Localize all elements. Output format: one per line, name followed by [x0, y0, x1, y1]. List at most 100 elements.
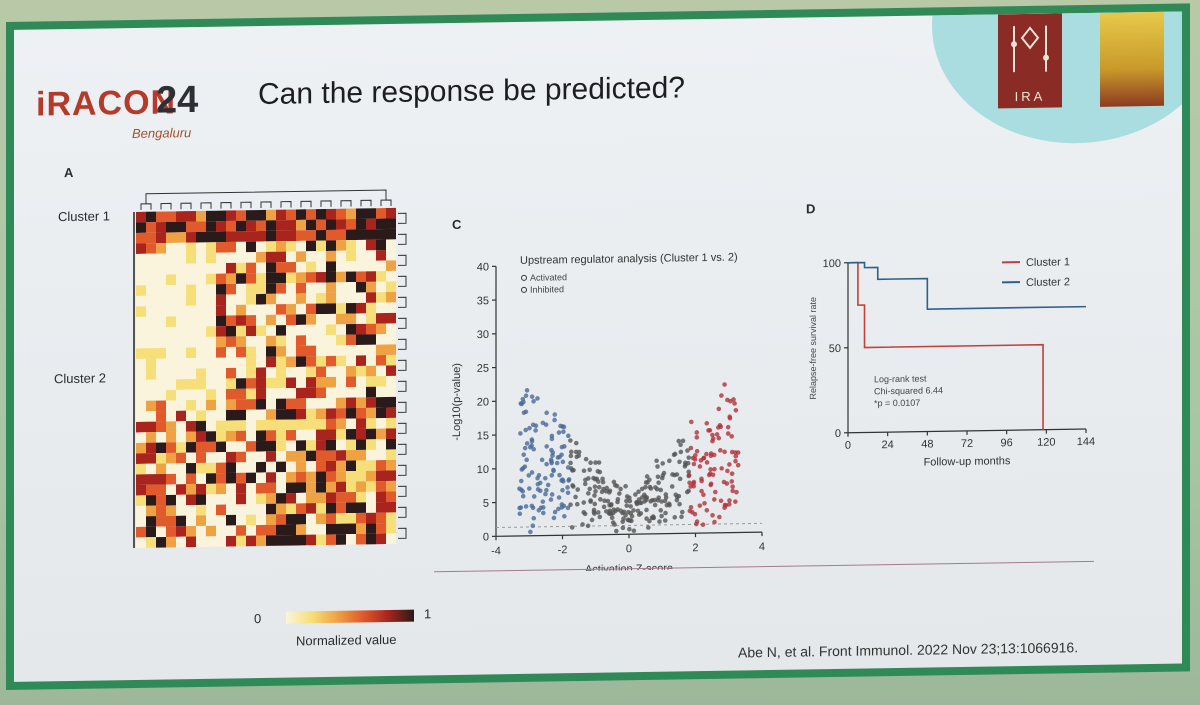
data-point: [620, 525, 626, 531]
heatmap-cell: [276, 535, 286, 546]
heatmap-cell: [376, 334, 386, 345]
data-point: [576, 453, 582, 458]
heatmap-cell: [146, 379, 156, 391]
heatmap-cell: [386, 417, 396, 429]
data-point: [725, 431, 731, 436]
heatmap-cell: [256, 503, 266, 515]
heatmap-cell: [236, 262, 246, 274]
heatmap-cell: [286, 324, 296, 336]
heatmap-cell: [386, 249, 396, 261]
heatmap-cell: [356, 397, 366, 409]
heatmap-cell: [326, 334, 336, 346]
data-point: [710, 512, 715, 518]
heatmap-cell: [266, 514, 276, 525]
data-point: [617, 491, 622, 496]
heatmap-cell: [166, 337, 176, 348]
data-point: [523, 393, 529, 399]
data-point: [716, 406, 722, 412]
heatmap-cell: [326, 208, 336, 220]
heatmap-cell: [296, 429, 306, 441]
heatmap-cell: [186, 400, 196, 411]
heatmap-cell: [236, 462, 246, 473]
data-point: [643, 480, 649, 485]
heatmap-cell: [246, 451, 256, 463]
heatmap-cell: [236, 294, 246, 305]
heatmap-cell: [226, 493, 236, 505]
stats-text: *p = 0.0107: [874, 398, 920, 409]
heatmap-cell: [276, 503, 286, 515]
y-axis-label: -Log10(p-value): [451, 363, 463, 441]
heatmap-cell: [256, 209, 266, 221]
heatmap-cell: [296, 513, 306, 525]
data-point: [583, 477, 588, 483]
heatmap-cell: [336, 303, 346, 314]
heatmap-cell: [256, 388, 266, 400]
data-point: [561, 424, 567, 430]
heatmap-cell: [166, 221, 176, 233]
heatmap-cell: [236, 336, 246, 347]
heatmap-cell: [286, 503, 296, 515]
heatmap-cell: [306, 387, 316, 399]
data-point: [718, 448, 723, 453]
heatmap-cell: [346, 460, 356, 472]
data-point: [523, 409, 529, 415]
heatmap-cell: [336, 334, 346, 346]
heatmap-cell: [316, 334, 326, 346]
heatmap-cell: [336, 229, 346, 241]
heatmap-cell: [356, 260, 366, 272]
data-point: [722, 505, 727, 510]
heatmap-cell: [286, 345, 296, 357]
heatmap-cell: [336, 450, 346, 461]
data-point: [568, 449, 574, 455]
heatmap-cell: [146, 316, 156, 328]
heatmap-cell: [346, 271, 356, 283]
heatmap-cell: [296, 324, 306, 336]
heatmap-cell: [176, 442, 186, 453]
heatmap-cell: [186, 232, 196, 243]
heatmap-cell: [246, 441, 256, 452]
column-dendrogram-branch: [160, 202, 172, 210]
heatmap-cell: [326, 471, 336, 482]
heatmap-cell: [156, 526, 166, 538]
data-point: [663, 510, 668, 516]
row-dendrogram-branch: [398, 485, 407, 497]
heatmap-cell: [316, 450, 326, 462]
heatmap-cell: [176, 232, 186, 243]
heatmap-cell: [136, 537, 146, 548]
heatmap-cell: [336, 366, 346, 377]
heatmap-cell: [216, 494, 226, 505]
heatmap-cell: [356, 292, 366, 304]
heatmap-cell: [386, 375, 396, 387]
data-point: [611, 507, 617, 512]
heatmap-cell: [296, 503, 306, 514]
data-point: [648, 486, 654, 491]
data-point: [586, 491, 591, 496]
heatmap-cell: [256, 472, 266, 484]
significance-line: [496, 522, 762, 529]
heatmap-cell: [186, 526, 196, 537]
heatmap-cell: [156, 494, 166, 506]
heatmap-cell: [296, 272, 306, 283]
heatmap-cell: [236, 535, 246, 547]
data-point: [694, 430, 700, 435]
legend-inhibited: Inhibited: [530, 284, 564, 295]
data-point: [677, 476, 683, 482]
heatmap-cell: [186, 452, 196, 464]
heatmap-cell: [286, 303, 296, 315]
heatmap-cell: [336, 219, 346, 230]
heatmap-cell: [176, 431, 186, 443]
heatmap-cell: [226, 367, 236, 379]
ira-emblem-icon: [1011, 25, 1049, 73]
row-dendrogram-branch: [398, 212, 407, 224]
row-dendrogram-branch: [398, 317, 407, 329]
heatmap-cell: [286, 524, 296, 536]
heatmap-cell: [196, 252, 206, 264]
data-point: [704, 460, 710, 465]
heatmap-cell: [316, 345, 326, 357]
heatmap-cell: [366, 386, 376, 398]
data-point: [566, 477, 572, 482]
heatmap-cell: [166, 274, 176, 285]
heatmap-cell: [386, 480, 396, 492]
heatmap-cell: [296, 387, 306, 399]
heatmap-cell: [376, 439, 386, 450]
